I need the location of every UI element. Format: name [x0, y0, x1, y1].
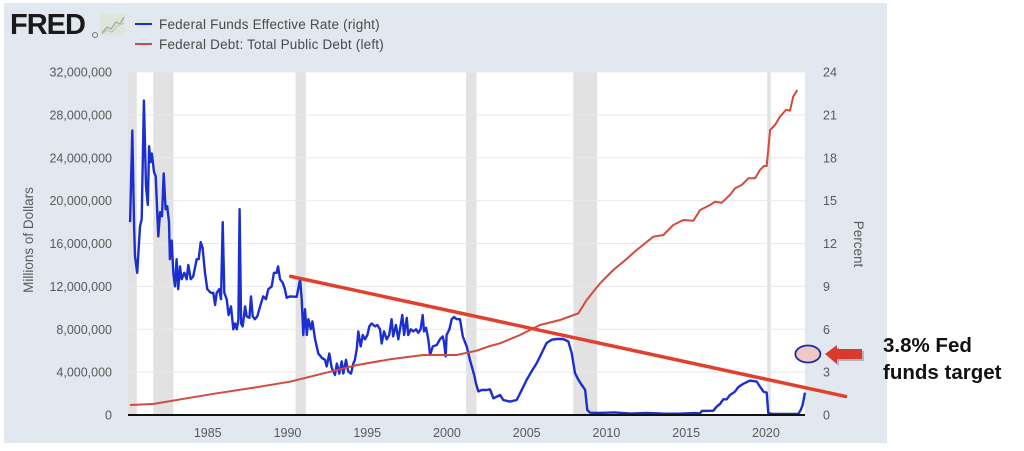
y-left-tick-label: 4,000,000 — [56, 366, 112, 380]
y-right-tick-label: 21 — [823, 108, 837, 122]
arrow-icon — [825, 345, 864, 366]
chart-line-icon — [100, 14, 125, 36]
y-left-tick-label: 0 — [105, 409, 112, 423]
gridlines — [128, 71, 805, 373]
legend-label: Federal Debt: Total Public Debt (left) — [159, 36, 384, 52]
y-left-tick-label: 20,000,000 — [49, 194, 112, 208]
x-tick-label: 2020 — [752, 426, 780, 440]
y-left-tick-label: 12,000,000 — [49, 280, 112, 294]
y-left-axis-title: Millions of Dollars — [21, 187, 36, 293]
series-lines — [128, 89, 807, 416]
x-tick-label: 2000 — [433, 426, 461, 440]
legend-label: Federal Funds Effective Rate (right) — [159, 16, 380, 32]
note-line-2: funds target — [883, 361, 1002, 384]
y-right-tick-label: 9 — [823, 280, 830, 294]
y-left-tick-label: 24,000,000 — [49, 151, 112, 165]
legend: Federal Funds Effective Rate (right) Fed… — [135, 14, 384, 54]
legend-item-fed-funds[interactable]: Federal Funds Effective Rate (right) — [135, 14, 384, 34]
x-tick-label: 1990 — [274, 426, 302, 440]
x-tick-label: 1985 — [194, 426, 222, 440]
y-left-tick-label: 8,000,000 — [56, 323, 112, 337]
registered-mark-icon — [92, 32, 98, 38]
y-right-tick-label: 18 — [823, 151, 837, 165]
y-right-tick-label: 6 — [823, 323, 830, 337]
legend-swatch-red — [135, 42, 152, 46]
legend-swatch-blue — [135, 22, 152, 26]
y-right-tick-label: 24 — [823, 66, 837, 80]
x-tick-label: 2005 — [513, 426, 541, 440]
fred-logo[interactable]: FRED — [10, 9, 86, 41]
target-circle-annotation — [794, 344, 822, 364]
x-tick-label: 1995 — [353, 426, 381, 440]
y-right-tick-label: 0 — [823, 409, 830, 423]
fed-target-note: 3.8% Fed funds target — [883, 332, 1001, 386]
legend-item-federal-debt[interactable]: Federal Debt: Total Public Debt (left) — [135, 34, 384, 54]
y-right-axis-title: Percent — [851, 221, 866, 268]
y-right-tick-label: 15 — [823, 194, 837, 208]
note-line-1: 3.8% Fed — [883, 334, 972, 357]
x-tick-label: 2010 — [593, 426, 621, 440]
y-right-tick-label: 3 — [823, 366, 830, 380]
tick-labels: 0 4,000,000 8,000,000 12,000,000 16,000,000 2… — [49, 66, 837, 441]
y-left-tick-label: 16,000,000 — [49, 237, 112, 251]
y-left-tick-label: 28,000,000 — [49, 108, 112, 122]
federal-debt-line — [130, 89, 799, 406]
x-tick-label: 2015 — [672, 426, 700, 440]
trendline-annotation — [288, 274, 848, 399]
y-right-tick-label: 12 — [823, 237, 837, 251]
annotations — [288, 274, 848, 399]
fed-funds-rate-line — [128, 99, 807, 416]
y-left-tick-label: 32,000,000 — [49, 66, 112, 80]
